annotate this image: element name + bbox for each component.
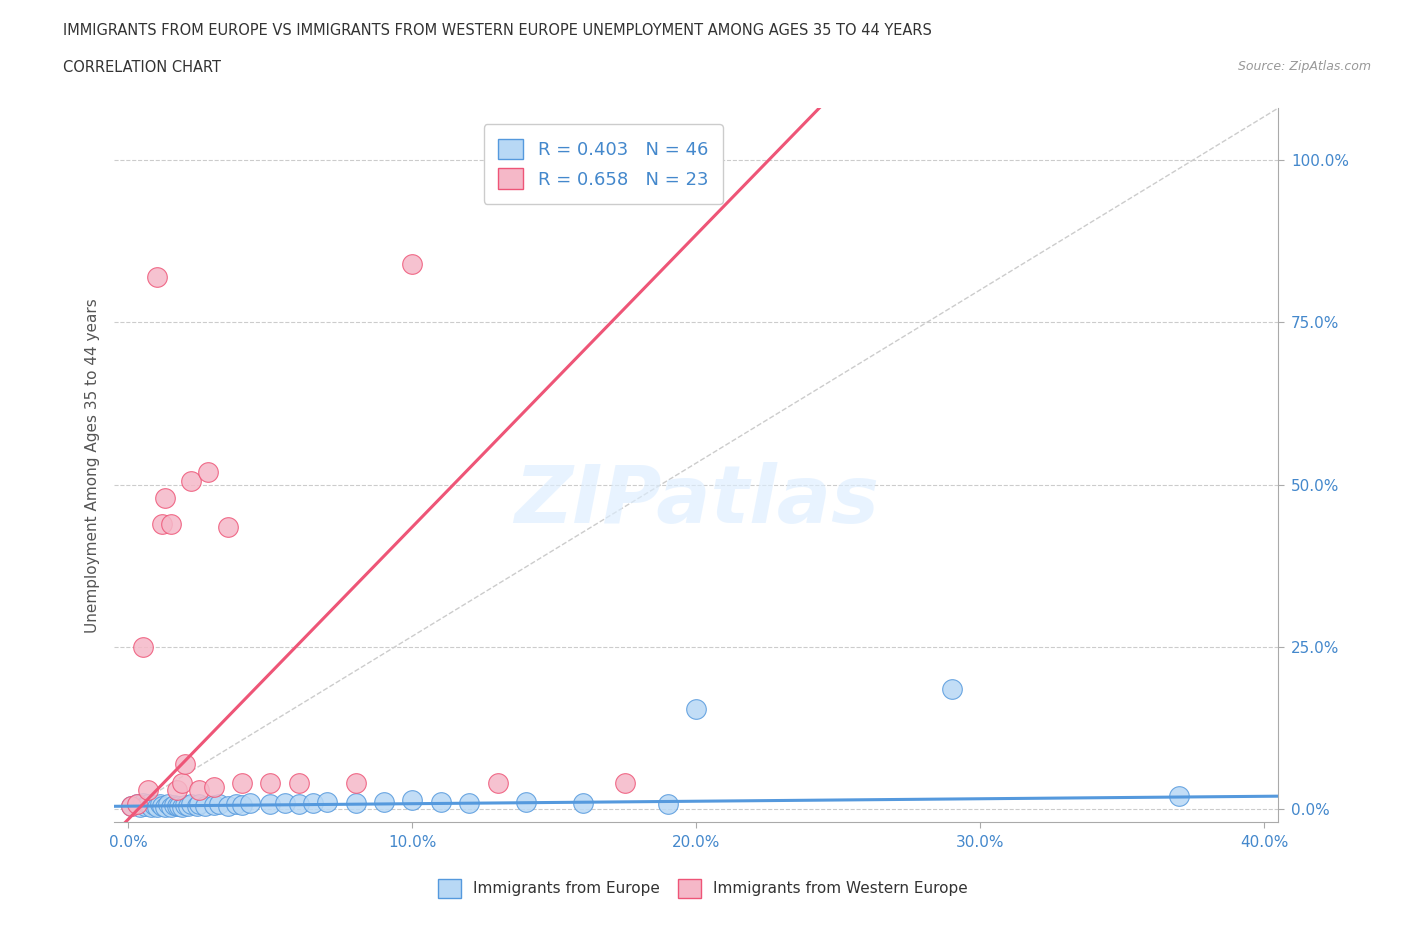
Point — [217, 798, 239, 813]
Point — [225, 796, 247, 811]
Text: CORRELATION CHART: CORRELATION CHART — [63, 60, 221, 75]
Point — [174, 797, 197, 812]
Point — [515, 794, 537, 809]
Point — [188, 796, 211, 811]
Point — [125, 797, 148, 812]
Point — [259, 796, 281, 811]
Point — [149, 796, 172, 811]
Point — [146, 270, 169, 285]
Point — [231, 797, 253, 812]
Point — [657, 797, 679, 812]
Point — [941, 682, 963, 697]
Point — [120, 799, 142, 814]
Legend: Immigrants from Europe, Immigrants from Western Europe: Immigrants from Europe, Immigrants from … — [432, 873, 974, 904]
Point — [316, 794, 339, 809]
Point — [217, 520, 239, 535]
Text: ZIPatlas: ZIPatlas — [513, 462, 879, 540]
Point — [136, 797, 159, 812]
Point — [287, 797, 309, 812]
Point — [194, 799, 217, 814]
Point — [155, 800, 177, 815]
Point — [134, 799, 156, 814]
Point — [180, 474, 202, 489]
Point — [685, 701, 707, 716]
Point — [131, 640, 153, 655]
Point — [287, 776, 309, 790]
Point — [172, 800, 194, 815]
Point — [142, 797, 165, 812]
Point — [486, 776, 509, 790]
Point — [155, 490, 177, 505]
Point — [172, 776, 194, 790]
Point — [344, 795, 367, 810]
Point — [202, 779, 225, 794]
Point — [202, 797, 225, 812]
Point — [177, 799, 200, 814]
Text: IMMIGRANTS FROM EUROPE VS IMMIGRANTS FROM WESTERN EUROPE UNEMPLOYMENT AMONG AGES: IMMIGRANTS FROM EUROPE VS IMMIGRANTS FRO… — [63, 23, 932, 38]
Point — [166, 782, 188, 797]
Point — [169, 798, 191, 813]
Point — [1168, 789, 1191, 804]
Point — [186, 798, 208, 813]
Point — [125, 797, 148, 812]
Point — [163, 797, 186, 812]
Point — [231, 776, 253, 790]
Point — [458, 795, 481, 810]
Point — [373, 794, 395, 809]
Point — [136, 782, 159, 797]
Point — [302, 795, 325, 810]
Point — [174, 756, 197, 771]
Point — [273, 795, 295, 810]
Point — [197, 464, 219, 479]
Point — [120, 799, 142, 814]
Text: Source: ZipAtlas.com: Source: ZipAtlas.com — [1237, 60, 1371, 73]
Point — [401, 257, 423, 272]
Point — [128, 800, 150, 815]
Point — [166, 799, 188, 814]
Point — [208, 797, 231, 812]
Point — [614, 776, 637, 790]
Point — [160, 516, 183, 531]
Point — [188, 782, 211, 797]
Point — [429, 794, 451, 809]
Point — [152, 798, 174, 813]
Point — [401, 792, 423, 807]
Point — [239, 795, 262, 810]
Point — [571, 795, 593, 810]
Point — [131, 795, 153, 810]
Point — [259, 776, 281, 790]
Point — [146, 800, 169, 815]
Legend: R = 0.403   N = 46, R = 0.658   N = 23: R = 0.403 N = 46, R = 0.658 N = 23 — [484, 125, 723, 204]
Y-axis label: Unemployment Among Ages 35 to 44 years: Unemployment Among Ages 35 to 44 years — [86, 298, 100, 632]
Point — [152, 516, 174, 531]
Point — [344, 776, 367, 790]
Point — [139, 800, 162, 815]
Point — [160, 800, 183, 815]
Point — [180, 797, 202, 812]
Point — [157, 797, 180, 812]
